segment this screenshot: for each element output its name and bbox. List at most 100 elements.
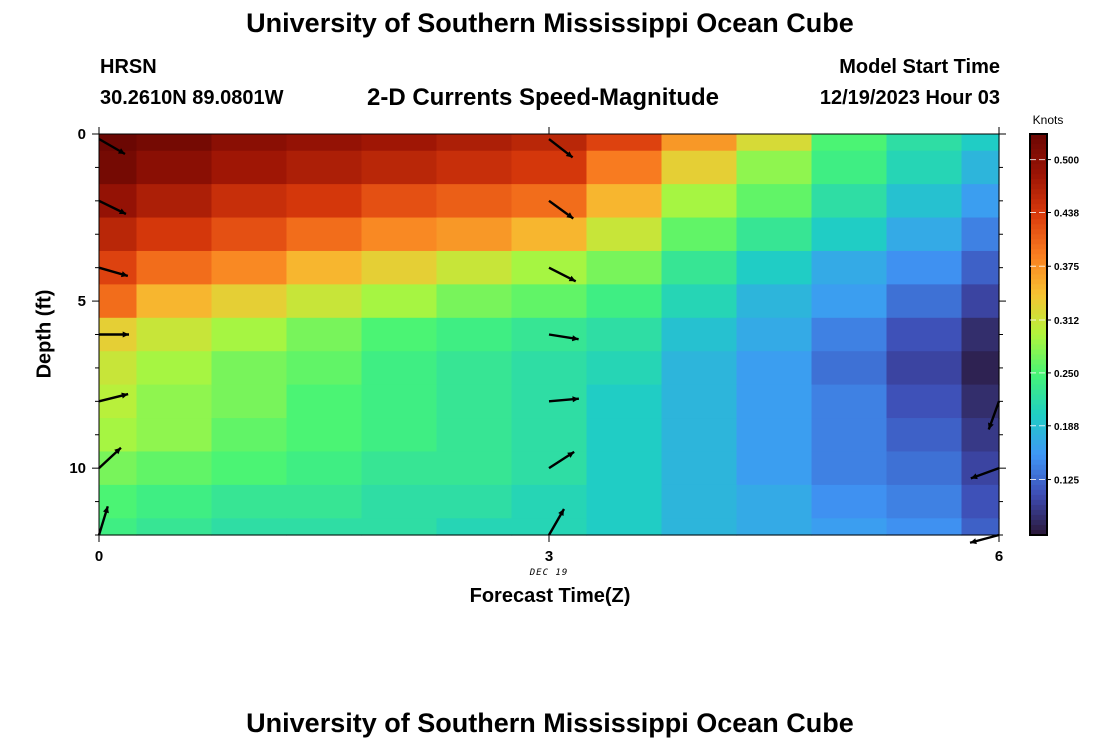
colorbar-tick-label: 0.500	[1054, 156, 1079, 167]
heatmap-cell	[886, 384, 963, 419]
heatmap-cell	[136, 217, 213, 252]
heatmap-cell	[736, 217, 813, 252]
heatmap-cell	[811, 351, 888, 386]
model-start-time: 12/19/2023 Hour 03	[819, 87, 1000, 109]
heatmap-cell	[811, 451, 888, 486]
colorbar-swatch	[1030, 269, 1047, 275]
current-vector-arrow	[548, 450, 575, 470]
heatmap-cell	[211, 384, 288, 419]
heatmap-cell	[511, 217, 588, 252]
y-tick-label: 10	[69, 460, 86, 477]
colorbar-swatch	[1030, 484, 1047, 491]
colorbar-swatch	[1030, 344, 1047, 351]
colorbar-swatch	[1030, 504, 1047, 511]
colorbar-swatch	[1030, 244, 1047, 250]
x-tick-label: 6	[995, 548, 1003, 565]
colorbar-tick-label: 0.125	[1054, 476, 1079, 487]
heatmap-cell	[661, 134, 738, 152]
heatmap-cell	[436, 150, 513, 185]
heatmap-cell	[136, 284, 213, 319]
heatmap-cell	[586, 418, 663, 453]
colorbar-swatch	[1030, 289, 1047, 295]
heatmap-cell	[361, 284, 438, 319]
heatmap-cell	[811, 418, 888, 453]
main-title: University of Southern Mississippi Ocean…	[246, 8, 854, 38]
colorbar-swatch	[1030, 454, 1047, 461]
colorbar-swatch	[1030, 319, 1047, 326]
heatmap-cell	[811, 484, 888, 519]
heatmap-cell	[661, 184, 738, 219]
heatmap-cell	[286, 284, 363, 319]
heatmap-cell	[736, 351, 813, 386]
colorbar-swatch	[1030, 514, 1047, 521]
colorbar-swatch	[1030, 509, 1047, 516]
heatmap-cell	[586, 284, 663, 319]
heatmap-cell	[136, 250, 213, 285]
heatmap-cell	[736, 150, 813, 185]
colorbar-swatch	[1030, 169, 1047, 175]
colorbar-swatch	[1030, 519, 1047, 526]
heatmap-cell	[286, 484, 363, 519]
heatmap-cell	[99, 384, 138, 419]
colorbar-swatch	[1030, 309, 1047, 316]
colorbar-swatch	[1030, 439, 1047, 446]
heatmap-cell	[961, 150, 1000, 185]
colorbar-swatch	[1030, 144, 1047, 150]
heatmap-cell	[99, 150, 138, 185]
current-vector-arrow	[970, 467, 1000, 480]
current-vector-arrow	[548, 396, 579, 403]
heatmap-cell	[211, 150, 288, 185]
heatmap-cell	[286, 384, 363, 419]
colorbar-swatch	[1030, 424, 1047, 431]
heatmap-cell	[211, 317, 288, 352]
current-vector-arrow	[98, 137, 126, 156]
colorbar-swatch	[1030, 524, 1047, 531]
colorbar-swatch	[1030, 489, 1047, 496]
heatmap-cell	[736, 184, 813, 219]
colorbar-swatch	[1030, 224, 1047, 230]
footer-title: University of Southern Mississippi Ocean…	[246, 708, 854, 738]
heatmap-cell	[436, 484, 513, 519]
heatmap-cell	[736, 134, 813, 152]
heatmap-cell	[361, 351, 438, 386]
heatmap-cell	[136, 351, 213, 386]
colorbar-swatch	[1030, 479, 1047, 486]
colorbar-swatch	[1030, 154, 1047, 160]
heatmap-cell	[661, 518, 738, 536]
heatmap-cell	[436, 217, 513, 252]
colorbar-swatch	[1030, 459, 1047, 466]
heatmap-cell	[886, 217, 963, 252]
heatmap-cell	[286, 250, 363, 285]
station-name: HRSN	[100, 56, 157, 78]
heatmap-cell	[736, 250, 813, 285]
heatmap-cell	[736, 484, 813, 519]
heatmap-cell	[211, 484, 288, 519]
heatmap-cell	[886, 518, 963, 536]
colorbar-swatch	[1030, 179, 1047, 185]
current-vector-arrow	[98, 266, 129, 278]
current-vector-arrow	[548, 138, 574, 159]
heatmap-cell	[436, 518, 513, 536]
colorbar-swatch	[1030, 429, 1047, 436]
colorbar-swatch	[1030, 404, 1047, 411]
heatmap-cell	[961, 184, 1000, 219]
heatmap-cell	[586, 150, 663, 185]
heatmap-cell	[811, 384, 888, 419]
heatmap-cell	[661, 418, 738, 453]
current-vector-arrow	[98, 199, 127, 216]
colorbar-swatch	[1030, 184, 1047, 190]
colorbar-swatch	[1030, 234, 1047, 240]
heatmap-cell	[661, 150, 738, 185]
heatmap-cell	[886, 484, 963, 519]
colorbar-swatch	[1030, 374, 1047, 381]
current-vector-arrow	[99, 331, 129, 338]
heatmap-cell	[436, 184, 513, 219]
heatmap-cell	[661, 217, 738, 252]
heatmap-cell	[436, 418, 513, 453]
colorbar-swatch	[1030, 434, 1047, 441]
colorbar-swatch	[1030, 349, 1047, 356]
y-tick-label: 0	[78, 126, 86, 143]
heatmap-cell	[436, 351, 513, 386]
heatmap-cell	[511, 284, 588, 319]
